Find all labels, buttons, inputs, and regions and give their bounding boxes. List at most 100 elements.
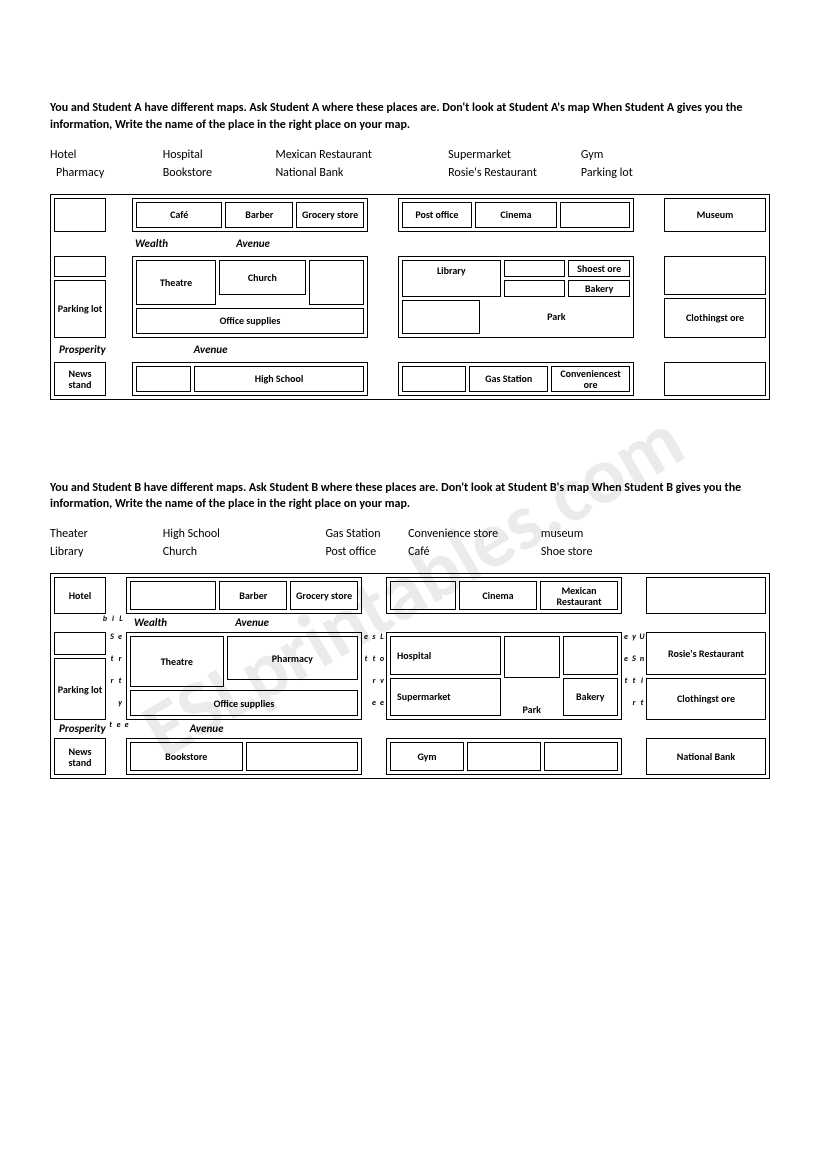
empty-lot [402,300,480,334]
empty-lot [563,636,619,675]
section-a: You and Student A have different maps. A… [50,100,776,400]
place-rosies: Rosie's Restaurant [646,632,766,675]
word: Gym [581,146,603,164]
word: Shoe store [541,543,593,561]
place-theatre: Theatre [136,260,216,305]
place-museum: Museum [664,198,766,232]
place-cafe: Café [136,202,222,228]
place-cinema: Cinema [459,581,537,610]
place-shoestore: Shoest ore [568,260,630,277]
place-barber: Barber [225,202,293,228]
street-avenue: Avenue [190,341,232,359]
empty-lot [54,198,106,232]
street-wealth: Wealth [130,614,171,632]
place-convenience: Conveniencest ore [551,366,630,392]
empty-lot [246,742,359,771]
street-liberty [109,577,123,614]
instructions-a: You and Student A have different maps. A… [50,100,776,134]
empty-lot [136,366,191,392]
street-avenue: Avenue [231,614,273,632]
street-prosperity: Prosperity [55,720,110,738]
place-newsstand: News stand [54,738,106,775]
place-officesupplies: Office supplies [130,690,358,716]
empty-lot [54,632,106,655]
place-mexican: Mexican Restaurant [540,581,618,610]
word: Post office [325,543,405,561]
wordlist-b: Theater High School Gas Station Convenie… [50,525,776,561]
place-pharmacy: Pharmacy [227,636,358,680]
place-officesupplies: Office supplies [136,308,364,334]
empty-lot [646,577,766,614]
place-park: Park [504,681,560,717]
place-bakery: Bakery [568,280,630,297]
place-clothingstore: Clothingst ore [664,298,766,338]
place-parkinglot: Parking lot [54,280,106,338]
word: National Bank [275,164,445,182]
street-unity [625,577,643,614]
section-b: You and Student B have different maps. A… [50,480,776,780]
vstreet-liberty2: e r t y S t r [109,632,123,720]
place-newsstand: News stand [54,362,106,396]
place-grocery: Grocery store [296,202,364,228]
word: Church [163,543,323,561]
word: Café [408,543,538,561]
place-hotel: Hotel [54,577,106,614]
place-gasstation: Gas Station [469,366,548,392]
word: Pharmacy [50,164,160,182]
empty-lot [504,636,560,678]
vstreet-love: L o v e s t r e e t [365,632,383,720]
empty-lot [390,581,456,610]
place-barber: Barber [219,581,287,610]
place-supermarket: Supermarket [390,678,501,717]
empty-lot [560,202,630,228]
word: Parking lot [581,164,633,182]
word: Bookstore [163,164,273,182]
place-grocery: Grocery store [290,581,358,610]
place-library: Library [402,260,501,297]
place-nationalbank: National Bank [646,738,766,775]
word: Convenience store [408,525,538,543]
word: Rosie's Restaurant [448,164,578,182]
place-highschool: High School [194,366,364,392]
street-wealth: Wealth [131,235,172,253]
place-clothingstore: Clothingst ore [646,678,766,721]
vstreet-liberty: L i b [106,614,120,632]
street-prosperity: Prosperity [55,341,110,359]
street-avenue: Avenue [232,235,274,253]
place-parkinglot: Parking lot [54,658,106,720]
empty-lot [544,742,618,771]
word: museum [541,525,583,543]
empty-lot [54,256,106,277]
empty-lot [402,366,466,392]
place-theatre: Theatre [130,636,224,687]
empty-lot [664,256,766,296]
word: Gas Station [325,525,405,543]
map-b: Hotel Barber Grocery store Cinema Mexica… [50,573,770,779]
word: Theater [50,525,160,543]
map-a: Café Barber Grocery store Post office Ci… [50,194,770,400]
instructions-b: You and Student B have different maps. A… [50,480,776,514]
empty-lot [309,260,364,305]
word: High School [163,525,323,543]
street-avenue: Avenue [186,720,228,738]
wordlist-a: Hotel Hospital Mexican Restaurant Superm… [50,146,776,182]
vstreet-unity: U n i t y S t r e e t [625,632,643,720]
empty-lot [130,581,216,610]
place-bakery: Bakery [563,678,619,717]
word: Hotel [50,146,160,164]
word: Mexican Restaurant [275,146,445,164]
empty-lot [504,280,566,297]
place-bookstore: Bookstore [130,742,243,771]
place-church: Church [219,260,305,295]
vstreet-liberty3: e e t [112,720,126,738]
street-love [365,577,383,614]
place-gym: Gym [390,742,464,771]
word: Library [50,543,160,561]
word: Supermarket [448,146,578,164]
word: Hospital [163,146,273,164]
place-postoffice: Post office [402,202,472,228]
place-park: Park [483,300,630,334]
empty-lot [467,742,541,771]
empty-lot [504,260,566,277]
place-cinema: Cinema [475,202,558,228]
